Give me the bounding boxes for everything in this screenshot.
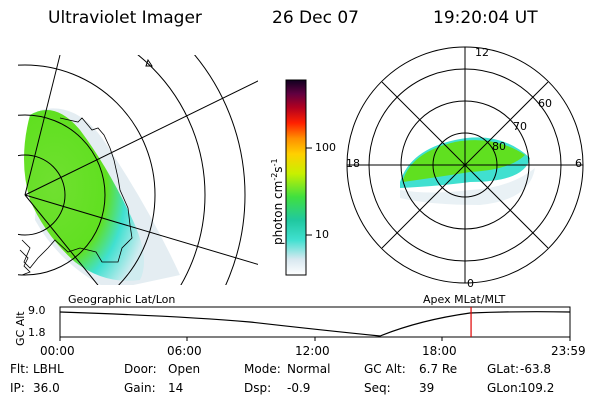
aurora-region — [24, 110, 144, 281]
mlt-label-12: 12 — [475, 46, 489, 59]
alt-xtick-1: 06:00 — [167, 344, 202, 358]
info2-key-1: Gain: — [124, 381, 156, 395]
alt-xtick-3: 18:00 — [422, 344, 457, 358]
lat-label-70: 70 — [513, 120, 527, 133]
info1-key-3: GC Alt: — [364, 362, 406, 376]
info1-key-0: Flt: — [10, 362, 29, 376]
info1-value-1: Open — [168, 362, 201, 376]
app-title: Ultraviolet Imager — [48, 8, 202, 28]
info1-value-4: -63.8 — [520, 362, 552, 376]
mlt-label-6: 6 — [575, 157, 582, 170]
info1-key-2: Mode: — [244, 362, 281, 376]
alt-xtick-0: 00:00 — [40, 344, 75, 358]
lat-label-80: 80 — [492, 140, 506, 153]
altitude-curve — [59, 311, 571, 337]
alt-ytick-9: 9.0 — [28, 304, 46, 317]
info2-key-2: Dsp: — [244, 381, 272, 395]
left-map-caption: Geographic Lat/Lon — [68, 293, 176, 306]
mlt-label-0: 0 — [467, 277, 474, 290]
coastline — [21, 117, 133, 269]
alt-ylabel: GC Alt — [14, 311, 27, 346]
colorbar-tick-100: 100 — [315, 141, 336, 154]
info1-key-4: GLat: — [487, 362, 520, 376]
lat-label-60: 60 — [538, 97, 552, 110]
info2-key-0: IP: — [10, 381, 25, 395]
right-map-caption: Apex MLat/MLT — [423, 293, 506, 306]
info2-value-0: 36.0 — [33, 381, 60, 395]
info1-value-0: LBHL — [33, 362, 64, 376]
info1-key-1: Door: — [124, 362, 157, 376]
geographic-map — [18, 55, 258, 285]
info1-value-2: Normal — [287, 362, 331, 376]
date-label: 26 Dec 07 — [272, 8, 359, 28]
info2-key-3: Seq: — [364, 381, 391, 395]
time-label: 19:20:04 UT — [433, 8, 538, 28]
colorbar-tick-10: 10 — [315, 228, 329, 241]
info2-key-4: GLon: — [487, 381, 522, 395]
mlt-label-18: 18 — [346, 157, 360, 170]
info2-value-1: 14 — [168, 381, 184, 395]
alt-xtick-4: 23:59 — [551, 344, 586, 358]
colorbar — [285, 79, 312, 276]
info1-value-3: 6.7 Re — [419, 362, 458, 376]
info2-value-2: -0.9 — [287, 381, 311, 395]
alt-xtick-2: 12:00 — [295, 344, 330, 358]
info2-value-3: 39 — [419, 381, 435, 395]
altitude-plot — [59, 306, 571, 341]
apex-polar-plot — [346, 46, 584, 284]
alt-ytick-1: 1.8 — [28, 326, 46, 339]
colorbar-label: photon cm-2s-1 — [270, 158, 285, 245]
info2-value-4: 109.2 — [520, 381, 555, 395]
